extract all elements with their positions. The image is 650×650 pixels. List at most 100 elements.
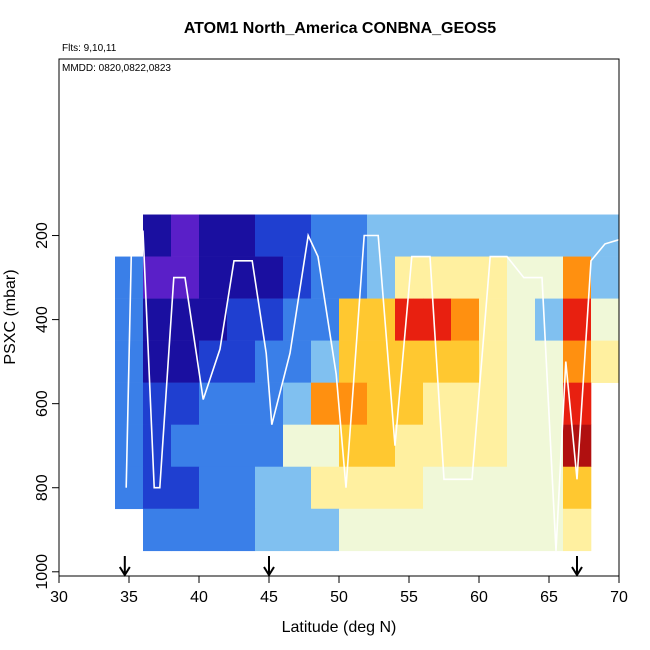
heat-cell — [255, 256, 284, 299]
heat-cell — [507, 340, 536, 383]
heat-cell — [339, 340, 368, 383]
heat-cell — [395, 214, 424, 257]
heat-cell — [115, 424, 144, 468]
heat-cell — [143, 214, 172, 257]
heat-cell — [423, 424, 452, 468]
heat-cell — [395, 298, 424, 341]
heat-cell — [367, 424, 396, 468]
heat-cell — [395, 466, 424, 510]
heat-cell — [283, 214, 312, 257]
heat-cell — [283, 508, 312, 552]
heat-cell — [339, 466, 368, 510]
x-tick-label: 70 — [610, 589, 628, 606]
flights-note: Flts: 9,10,11 — [62, 43, 117, 54]
heat-cell — [171, 508, 200, 552]
heat-cell — [227, 466, 256, 510]
heat-cell — [339, 298, 368, 341]
heat-cell — [591, 214, 620, 257]
heat-cell — [143, 424, 172, 468]
flight-arrow — [118, 556, 131, 577]
heat-cell — [423, 256, 452, 299]
heat-cell — [479, 256, 508, 299]
heat-cell — [115, 256, 144, 299]
heat-cell — [423, 382, 452, 425]
heat-cell — [339, 256, 368, 299]
y-tick-label: 200 — [34, 222, 51, 249]
heat-cell — [199, 466, 228, 510]
heat-cell — [227, 214, 256, 257]
heat-cell — [283, 466, 312, 510]
heat-cell — [507, 424, 536, 468]
heat-cell — [115, 382, 144, 425]
heat-cell — [535, 298, 564, 341]
heat-cell — [395, 340, 424, 383]
heat-cell — [591, 256, 620, 299]
heat-cell — [563, 256, 592, 299]
heat-cell — [563, 382, 592, 425]
heat-cell — [199, 508, 228, 552]
heat-cell — [283, 382, 312, 425]
heat-cell — [171, 382, 200, 425]
heat-cell — [199, 340, 228, 383]
heat-cell — [479, 214, 508, 257]
heat-cell — [227, 298, 256, 341]
heat-cell — [423, 508, 452, 552]
heat-cell — [423, 466, 452, 510]
heat-cell — [367, 508, 396, 552]
heat-cell — [451, 466, 480, 510]
x-tick-label: 55 — [400, 589, 418, 606]
heat-cell — [479, 508, 508, 552]
heat-cell — [171, 466, 200, 510]
heat-cell — [507, 382, 536, 425]
flight-arrow — [571, 556, 583, 577]
plot-area — [115, 214, 620, 552]
heat-cell — [367, 340, 396, 383]
heat-cell — [563, 424, 592, 468]
heat-cell — [283, 256, 312, 299]
heat-cell — [227, 508, 256, 552]
heat-cell — [255, 508, 284, 552]
heat-cell — [227, 340, 256, 383]
heat-cell — [451, 382, 480, 425]
chart-title: ATOM1 North_America CONBNA_GEOS5 — [184, 20, 496, 37]
heat-cell — [255, 340, 284, 383]
heat-cell — [311, 256, 340, 299]
x-tick-label: 30 — [50, 589, 68, 606]
heat-cell — [283, 424, 312, 468]
heat-cell — [423, 214, 452, 257]
heat-cell — [171, 424, 200, 468]
heat-cell — [451, 340, 480, 383]
heat-cell — [143, 256, 172, 299]
heat-cell — [451, 214, 480, 257]
heat-cell — [171, 298, 200, 341]
heat-cell — [479, 340, 508, 383]
heat-cell — [367, 466, 396, 510]
heat-cell — [535, 340, 564, 383]
heat-cell — [563, 214, 592, 257]
heat-cell — [535, 508, 564, 552]
flight-track — [125, 230, 620, 551]
heat-cell — [255, 466, 284, 510]
heat-cell — [535, 214, 564, 257]
heat-cell — [367, 298, 396, 341]
x-tick-label: 60 — [470, 589, 488, 606]
heat-cell — [311, 424, 340, 468]
x-tick-label: 35 — [120, 589, 138, 606]
x-tick-label: 65 — [540, 589, 558, 606]
heat-cell — [507, 298, 536, 341]
heat-cell — [199, 382, 228, 425]
x-axis-label: Latitude (deg N) — [282, 619, 397, 636]
heat-cell — [227, 424, 256, 468]
heat-cell — [115, 466, 144, 510]
heat-cell — [311, 466, 340, 510]
heat-cell — [255, 214, 284, 257]
heat-cell — [311, 508, 340, 552]
heat-cell — [451, 256, 480, 299]
y-tick-label: 400 — [34, 306, 51, 333]
heat-cell — [199, 214, 228, 257]
heat-cell — [143, 508, 172, 552]
heat-cell — [451, 508, 480, 552]
heat-cell — [339, 508, 368, 552]
flight-arrow — [263, 556, 275, 577]
heat-cell — [255, 424, 284, 468]
